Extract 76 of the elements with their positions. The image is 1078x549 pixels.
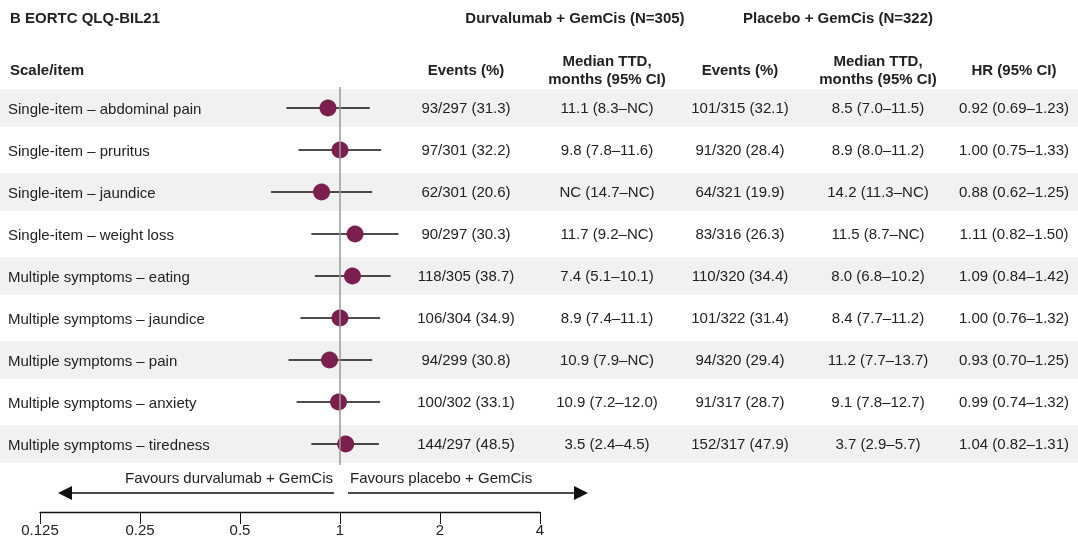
text: 8.5 (7.0–11.5) [831,99,925,117]
text: 91/320 (28.4) [695,141,785,159]
annotation: 144/297 (48.5) [417,435,515,453]
y-tick-label: Single-item – abdominal pain [8,99,202,117]
text: 110/320 (34.4) [691,267,789,285]
text: 101/315 (32.1) [691,99,789,117]
text: 152/317 (47.9) [691,435,789,453]
text: 94/320 (29.4) [695,351,785,369]
x-tick-label: 0.5 [229,521,251,538]
annotation: 94/299 (30.8) [421,351,511,369]
text: 11.1 (8.3–NC) [560,99,654,117]
y-tick-label: Multiple symptoms – eating [8,267,190,285]
x-tick-label: 0.25 [125,521,155,538]
text: Favours durvalumab + GemCis [125,469,333,487]
annotation: 118/305 (38.7) [417,267,515,285]
text: Durvalumab + GemCis (N=305) [465,9,685,27]
text: 11.5 (8.7–NC) [831,225,925,243]
text: Median TTD, months (95% CI) [818,52,938,88]
text: 14.2 (11.3–NC) [827,183,929,201]
text: Events (%) [700,61,780,79]
y-axis-title: Scale/item [10,61,85,79]
data-label: 0.88 (0.62–1.25) [958,183,1070,201]
text: 8.4 (7.7–11.2) [831,309,925,327]
text: 9.8 (7.8–11.6) [560,141,654,159]
text: NC (14.7–NC) [559,183,655,201]
point [313,183,331,201]
y-tick-label: Multiple symptoms – anxiety [8,393,197,411]
x-tick-label: 2 [435,521,445,538]
text: Placebo + GemCis (N=322) [742,9,934,27]
x-tick-label: 0.125 [21,521,59,538]
annotation: 93/297 (31.3) [421,99,511,117]
text: 8.9 (8.0–11.2) [831,141,925,159]
text: 9.1 (7.8–12.7) [831,393,925,411]
annotation: 62/301 (20.6) [421,183,511,201]
text: Events (%) [426,61,506,79]
text: 10.9 (7.9–NC) [559,351,655,369]
text: 11.7 (9.2–NC) [560,225,654,243]
data-label: 1.04 (0.82–1.31) [958,435,1070,453]
point [343,267,361,285]
y-tick-label: Single-item – jaundice [8,183,156,201]
text: 91/317 (28.7) [695,393,785,411]
annotation: 90/297 (30.3) [421,225,511,243]
y-tick-label: Multiple symptoms – jaundice [8,309,205,327]
data-label: 0.92 (0.69–1.23) [958,99,1070,117]
text: 83/316 (26.3) [695,225,785,243]
x-tick-label: 1 [335,521,345,538]
data-label: 0.99 (0.74–1.32) [958,393,1070,411]
data-label: 1.00 (0.75–1.33) [958,141,1070,159]
text: 10.9 (7.2–12.0) [556,393,658,411]
text: Median TTD, months (95% CI) [547,52,667,88]
text: 8.0 (6.8–10.2) [831,267,925,285]
y-tick-label: Multiple symptoms – tiredness [8,435,210,453]
annotation: 100/302 (33.1) [417,393,515,411]
x-tick-label: 4 [535,521,545,538]
y-tick-label: Single-item – weight loss [8,225,174,243]
data-label: 1.09 (0.84–1.42) [958,267,1070,285]
text: 101/322 (31.4) [691,309,789,327]
text: 7.4 (5.1–10.1) [560,267,654,285]
text: 3.7 (2.9–5.7) [835,435,921,453]
annotation: 97/301 (32.2) [421,141,511,159]
point [346,225,364,243]
text: HR (95% CI) [970,61,1058,79]
text: 8.9 (7.4–11.1) [560,309,654,327]
data-label: 1.11 (0.82–1.50) [959,225,1069,243]
data-label: 1.00 (0.76–1.32) [958,309,1070,327]
annotation: 106/304 (34.9) [417,309,515,327]
text: 3.5 (2.4–4.5) [564,435,650,453]
text: 64/321 (19.9) [695,183,785,201]
y-tick-label: Single-item – pruritus [8,141,150,159]
data-label: 0.93 (0.70–1.25) [958,351,1070,369]
point [319,99,337,117]
chart-title: B EORTC QLQ-BIL21 [10,9,161,27]
text: 11.2 (7.7–13.7) [827,351,929,369]
point [321,351,339,369]
y-tick-label: Multiple symptoms – pain [8,351,178,369]
text: Favours placebo + GemCis [350,469,533,487]
